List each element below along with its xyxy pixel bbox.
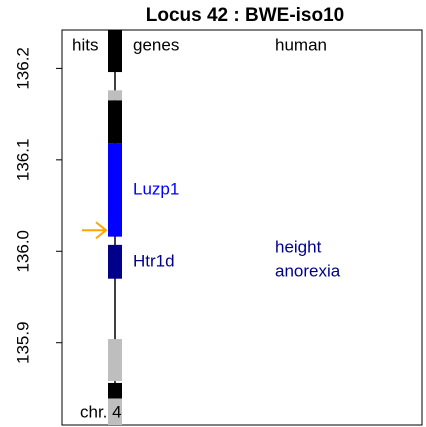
gene-label: Htr1d (133, 251, 175, 270)
trait-label: height (275, 237, 322, 256)
arrow (82, 221, 108, 240)
y-tick-label: 135.9 (13, 321, 32, 364)
y-tick-label: 136.2 (13, 47, 32, 90)
segment (108, 244, 122, 279)
segment (108, 90, 122, 101)
segment (108, 398, 122, 425)
y-tick-label: 136.0 (13, 230, 32, 273)
segment (108, 30, 122, 73)
segment (108, 143, 122, 237)
column-label: human (275, 35, 327, 54)
column-label: genes (133, 35, 179, 54)
segment (108, 382, 122, 399)
column-label: hits (72, 35, 98, 54)
segment (108, 100, 122, 144)
segment (108, 339, 122, 382)
y-tick-label: 136.1 (13, 139, 32, 182)
trait-label: anorexia (275, 261, 341, 280)
gene-label: Luzp1 (133, 179, 179, 198)
chart-title: Locus 42 : BWE-iso10 (146, 5, 345, 26)
chromosome-label: chr. 4 (80, 402, 122, 421)
plot-frame (61, 29, 423, 426)
